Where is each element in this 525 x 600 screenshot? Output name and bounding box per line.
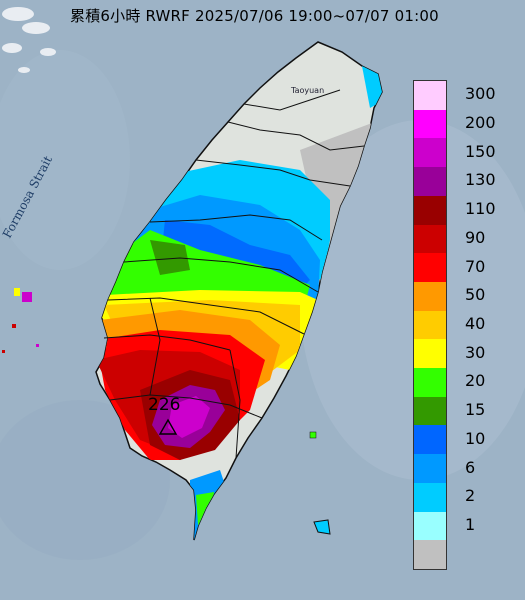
legend-label: 300 bbox=[465, 84, 496, 104]
penghu-islands bbox=[2, 288, 39, 353]
city-label: Taoyuan bbox=[291, 86, 325, 95]
legend-swatch bbox=[414, 253, 446, 282]
map-title: 累積6小時 RWRF 2025/07/06 19:00~07/07 01:00 bbox=[70, 7, 439, 25]
county-boundaries bbox=[103, 89, 365, 459]
legend-swatch bbox=[414, 224, 446, 254]
legend-label: 40 bbox=[465, 314, 486, 333]
legend-label: 10 bbox=[465, 428, 486, 448]
green-island bbox=[309, 431, 317, 439]
sea-texture bbox=[0, 50, 525, 560]
legend-swatch bbox=[414, 310, 446, 340]
legend-label: 50 bbox=[465, 285, 486, 305]
legend-label: 20 bbox=[465, 371, 486, 391]
legend-label: 110 bbox=[465, 199, 496, 219]
legend-label: 130 bbox=[465, 170, 496, 190]
legend-swatch bbox=[414, 339, 446, 369]
legend-label: 90 bbox=[465, 227, 486, 247]
legend-swatch bbox=[414, 454, 446, 483]
legend-swatch bbox=[414, 195, 446, 225]
legend-swatch bbox=[414, 167, 446, 196]
legend-label: 200 bbox=[465, 113, 496, 133]
peak-marker-triangle bbox=[158, 418, 178, 435]
legend-swatch bbox=[414, 81, 446, 110]
rain-band-north-2 bbox=[362, 66, 382, 108]
legend-colorbar bbox=[413, 80, 447, 570]
cloud-patches bbox=[2, 7, 56, 73]
legend-swatch bbox=[414, 109, 446, 139]
legend-label: 1 bbox=[465, 514, 476, 534]
legend-label: 15 bbox=[465, 400, 486, 420]
legend-swatch bbox=[414, 368, 446, 397]
legend-label: 70 bbox=[465, 256, 486, 276]
legend-label: 6 bbox=[465, 457, 476, 477]
peak-value-label: 226 bbox=[148, 395, 181, 415]
legend-swatch bbox=[414, 540, 446, 569]
orchid-island bbox=[313, 519, 331, 535]
legend-swatch bbox=[414, 425, 446, 455]
legend-label: 30 bbox=[465, 342, 486, 362]
legend-swatch bbox=[414, 511, 446, 541]
legend-swatch bbox=[414, 482, 446, 512]
legend-label: 150 bbox=[465, 141, 496, 161]
rain-band-15 bbox=[150, 240, 190, 275]
legend-swatch bbox=[414, 281, 446, 311]
legend-swatch bbox=[414, 138, 446, 168]
rain-band-150 bbox=[168, 396, 210, 438]
legend-swatch bbox=[414, 396, 446, 426]
legend-label: 2 bbox=[465, 486, 476, 506]
